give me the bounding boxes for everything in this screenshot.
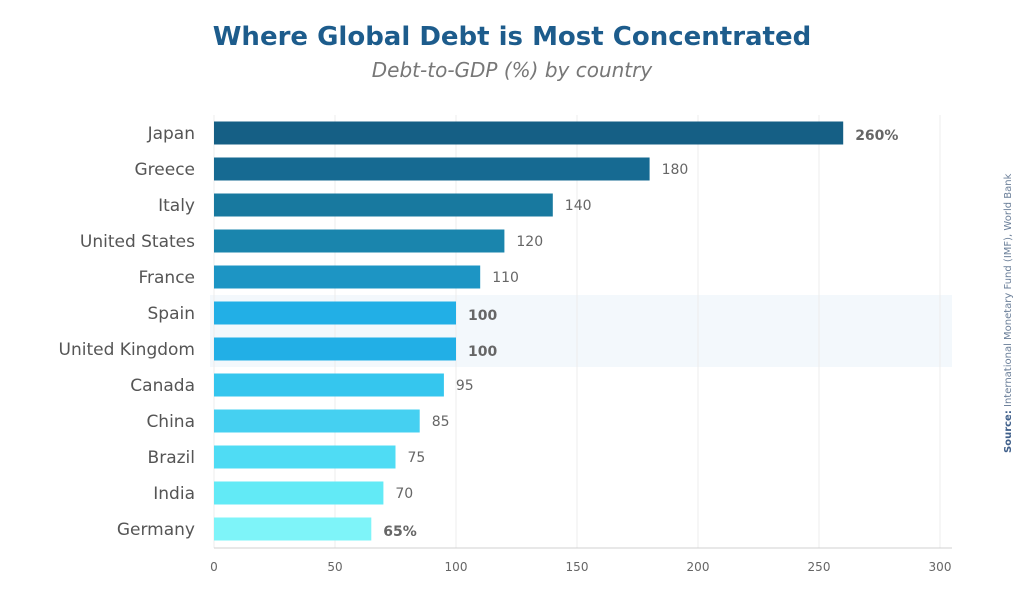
bar-china (214, 409, 420, 433)
value-label-brazil: 75 (408, 450, 426, 466)
bar-greece (214, 157, 650, 181)
category-label-united-states: United States (80, 232, 195, 252)
value-label-italy: 140 (565, 198, 592, 214)
bar-united-kingdom (214, 337, 456, 361)
value-label-united-kingdom: 100 (468, 344, 497, 360)
x-tick-label: 100 (445, 560, 468, 574)
source-note: Source: International Monetary Fund (IMF… (1003, 174, 1014, 453)
x-tick-label: 300 (929, 560, 952, 574)
bar-germany (214, 517, 372, 541)
x-tick-label: 0 (210, 560, 218, 574)
category-label-italy: Italy (158, 196, 195, 216)
value-label-united-states: 120 (516, 234, 543, 250)
category-label-greece: Greece (134, 160, 195, 180)
category-label-canada: Canada (130, 376, 195, 396)
value-label-japan: 260% (855, 128, 898, 144)
bar-japan (214, 121, 844, 145)
x-tick-label: 250 (808, 560, 831, 574)
category-label-france: France (138, 268, 195, 288)
x-tick-label: 50 (327, 560, 342, 574)
value-label-france: 110 (492, 270, 519, 286)
chart-subtitle: Debt-to-GDP (%) by country (371, 58, 653, 82)
source-prefix: Source: (1003, 410, 1014, 453)
bar-brazil (214, 445, 396, 469)
category-label-china: China (146, 412, 195, 432)
category-label-spain: Spain (148, 304, 196, 324)
value-label-germany: 65% (383, 524, 417, 540)
bar-france (214, 265, 481, 289)
x-axis-ticks: 0 50 100 150 200 250 300 (210, 560, 951, 574)
chart-title: Where Global Debt is Most Concentrated (212, 22, 812, 52)
source-text: International Monetary Fund (IMF), World… (1003, 173, 1014, 411)
bar-italy (214, 193, 553, 217)
value-label-greece: 180 (662, 162, 689, 178)
x-tick-label: 150 (566, 560, 589, 574)
value-label-canada: 95 (456, 378, 474, 394)
category-label-united-kingdom: United Kingdom (59, 340, 195, 360)
category-label-germany: Germany (117, 520, 195, 540)
category-label-brazil: Brazil (148, 448, 195, 468)
grid-layer (213, 115, 952, 549)
bar-spain (214, 301, 456, 325)
bar-united-states (214, 229, 505, 253)
value-label-china: 85 (432, 414, 450, 430)
bar-india (214, 481, 384, 505)
bar-canada (214, 373, 444, 397)
value-label-india: 70 (395, 486, 413, 502)
category-label-japan: Japan (147, 124, 195, 144)
x-tick-label: 200 (687, 560, 710, 574)
bars-layer (214, 121, 844, 541)
value-label-spain: 100 (468, 308, 497, 324)
labels-layer: Japan 260% Greece 180 Italy 140 United States 1… (59, 124, 899, 540)
category-label-india: India (153, 484, 195, 504)
